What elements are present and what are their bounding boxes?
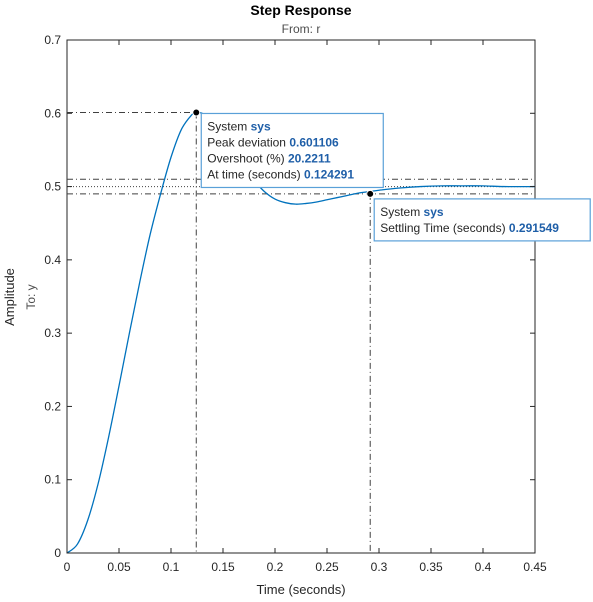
- datatip-value: sys: [251, 119, 271, 133]
- datatip-label: At time (seconds): [207, 167, 304, 181]
- peak-marker[interactable]: [192, 108, 201, 117]
- y-tick-label: 0.1: [44, 473, 61, 487]
- chart-title: Step Response: [250, 2, 351, 18]
- datatip-label: System: [207, 119, 250, 133]
- datatip-row: Peak deviation 0.601106: [207, 135, 339, 149]
- datatip-box: [373, 198, 591, 242]
- datatip-row: At time (seconds) 0.124291: [207, 167, 354, 181]
- y-ticks: 0 0.1 0.2 0.3 0.4 0.5 0.6 0.7: [44, 33, 535, 560]
- datatip-markers: [192, 108, 375, 198]
- x-tick-label: 0.1: [163, 560, 180, 574]
- datatip-row: System sys: [380, 205, 444, 219]
- datatip-value: 0.601106: [289, 135, 339, 149]
- y-tick-label: 0.5: [44, 180, 61, 194]
- datatip-row: Overshoot (%) 20.2211: [207, 151, 331, 165]
- datatip-row: System sys: [207, 119, 271, 133]
- chart-subtitle: From: r: [282, 22, 321, 36]
- datatip-value: 0.291549: [509, 221, 559, 235]
- y-axis-label: Amplitude: [2, 268, 17, 326]
- y-axis-output-label: To: y: [24, 284, 38, 309]
- y-tick-label: 0.4: [44, 253, 61, 267]
- x-tick-label: 0.15: [211, 560, 235, 574]
- x-tick-label: 0.4: [475, 560, 492, 574]
- datatip-value: 0.124291: [304, 167, 354, 181]
- datatip-label: Peak deviation: [207, 135, 289, 149]
- x-tick-label: 0.35: [419, 560, 443, 574]
- y-tick-label: 0.6: [44, 106, 61, 120]
- datatip-value: sys: [424, 205, 444, 219]
- datatip-label: System: [380, 205, 423, 219]
- y-tick-label: 0.7: [44, 33, 61, 47]
- datatip-label: Overshoot (%): [207, 151, 288, 165]
- x-tick-label: 0.45: [523, 560, 547, 574]
- x-tick-label: 0.25: [315, 560, 339, 574]
- datatip-box: [200, 112, 384, 189]
- x-tick-label: 0.3: [371, 560, 388, 574]
- x-tick-label: 0.05: [107, 560, 131, 574]
- x-tick-label: 0: [64, 560, 71, 574]
- datatip-value: 20.2211: [288, 151, 331, 165]
- y-tick-label: 0: [54, 546, 61, 560]
- datatip-label: Settling Time (seconds): [380, 221, 509, 235]
- x-axis-label: Time (seconds): [256, 582, 345, 597]
- datatip-row: Settling Time (seconds) 0.291549: [380, 221, 559, 235]
- datatip-settling[interactable]: System sys Settling Time (seconds) 0.2915…: [373, 198, 591, 242]
- y-tick-label: 0.2: [44, 399, 61, 413]
- x-tick-label: 0.2: [267, 560, 284, 574]
- x-ticks: 0 0.05 0.1 0.15 0.2 0.25 0.3 0.35 0.4 0.45: [64, 40, 547, 574]
- y-tick-label: 0.3: [44, 326, 61, 340]
- settling-marker[interactable]: [366, 189, 375, 198]
